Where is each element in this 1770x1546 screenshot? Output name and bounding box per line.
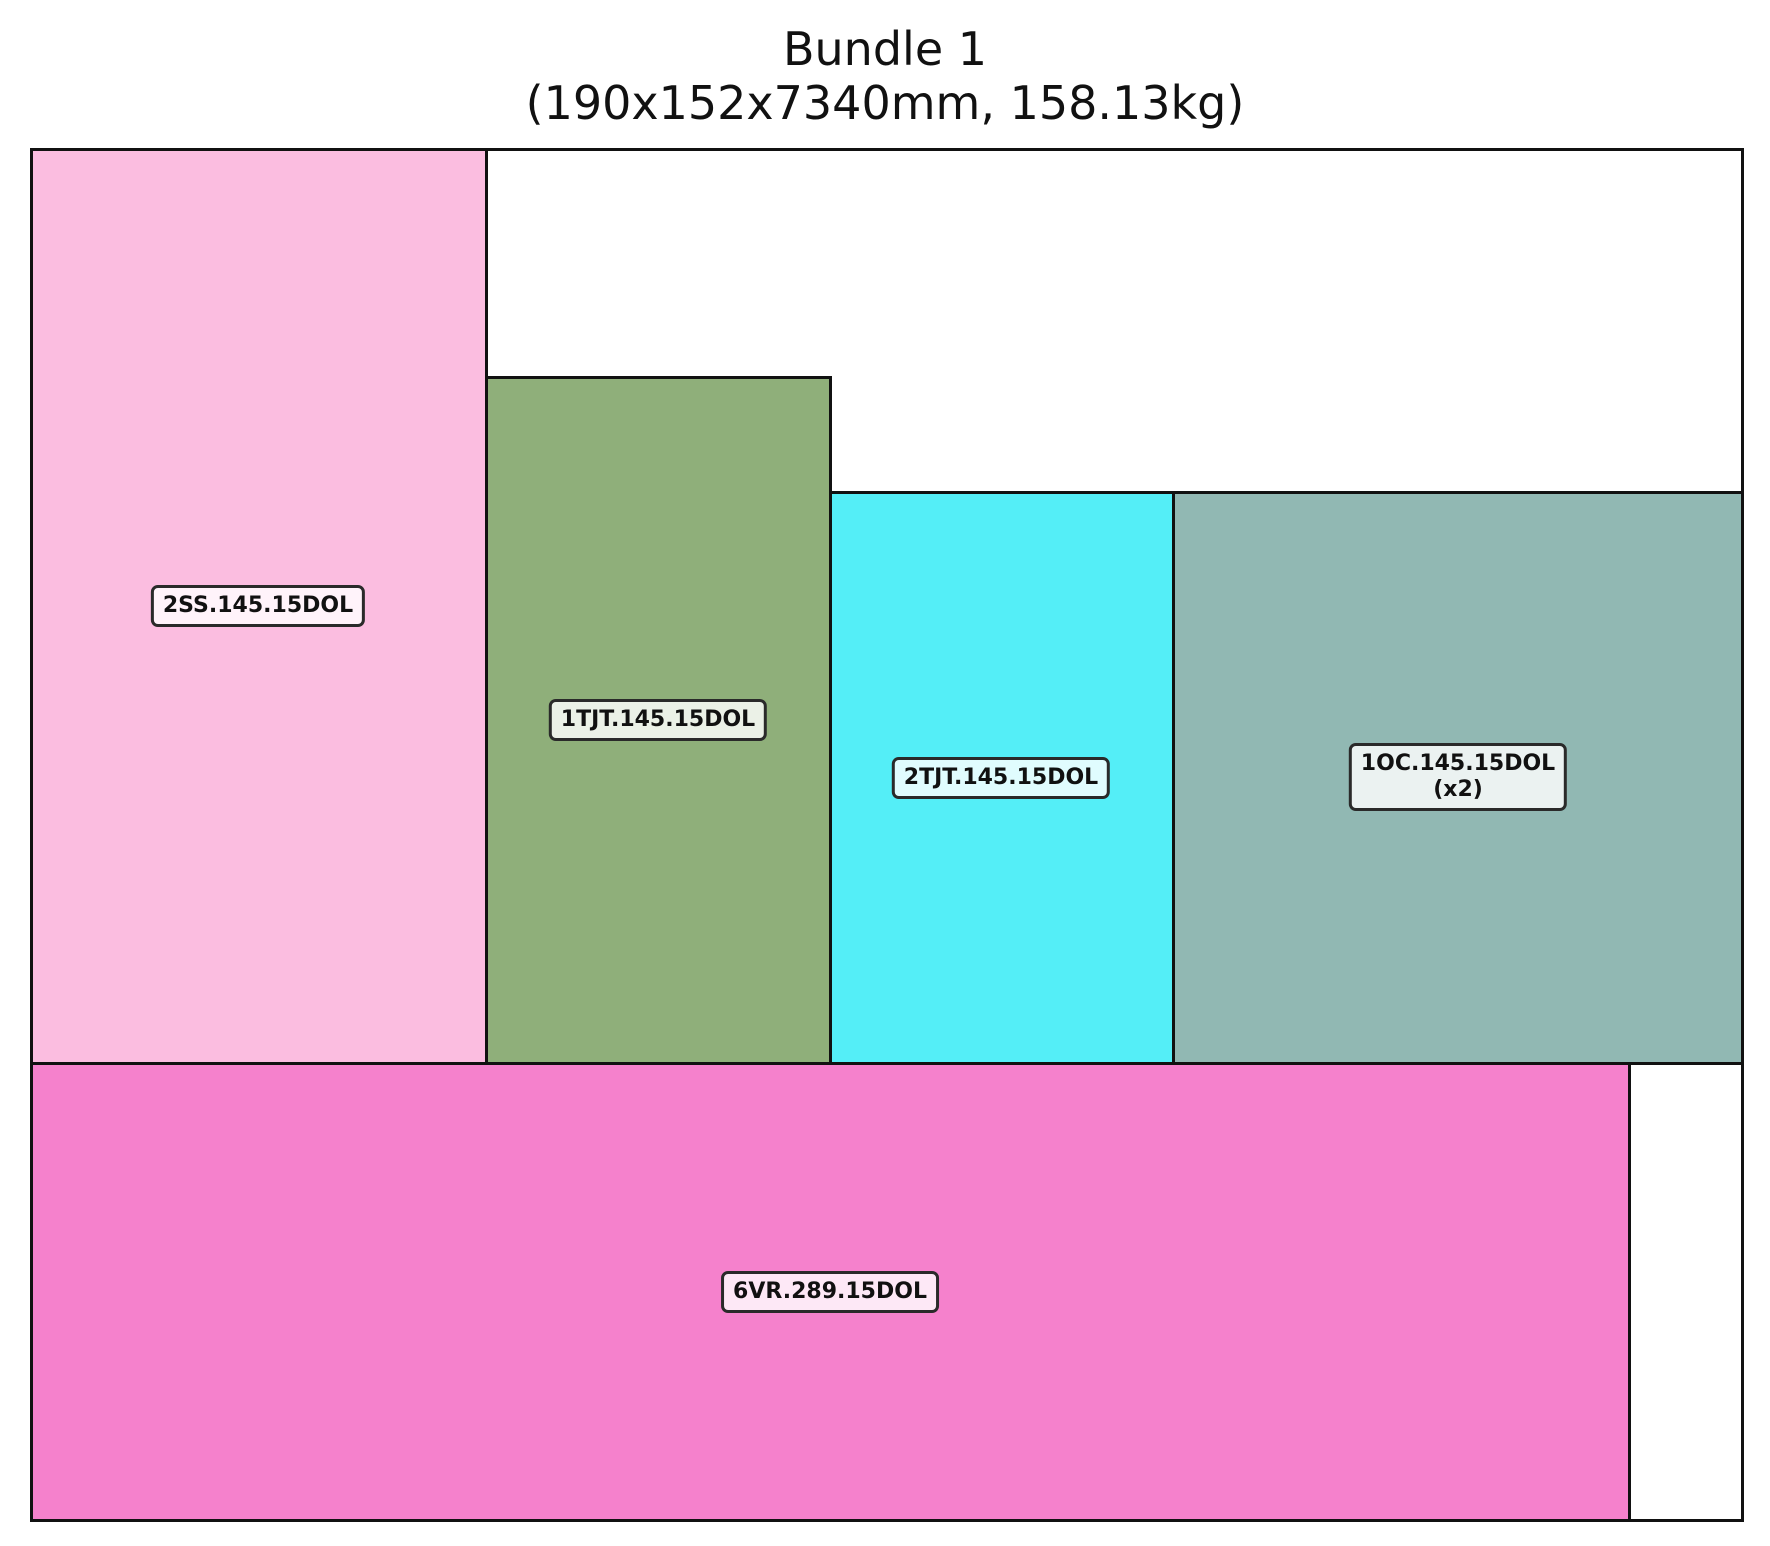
- piece-label-6vr: 6VR.289.15DOL: [721, 1271, 939, 1313]
- piece-name: 2TJT.145.15DOL: [903, 765, 1099, 790]
- title-line-bundle: Bundle 1: [782, 22, 988, 76]
- diagram-title: Bundle 1 (190x152x7340mm, 158.13kg): [0, 22, 1770, 130]
- piece-label-1tjt: 1TJT.145.15DOL: [548, 699, 768, 741]
- piece-label-1oc: 1OC.145.15DOL (x2): [1348, 743, 1568, 811]
- piece-name: 1TJT.145.15DOL: [560, 707, 756, 732]
- piece-name: 6VR.289.15DOL: [733, 1279, 927, 1304]
- piece-label-2tjt: 2TJT.145.15DOL: [891, 757, 1111, 799]
- piece-label-2ss: 2SS.145.15DOL: [150, 585, 366, 627]
- title-line-dimensions: (190x152x7340mm, 158.13kg): [525, 76, 1245, 130]
- piece-quantity: (x2): [1433, 777, 1483, 802]
- piece-name: 2SS.145.15DOL: [162, 593, 354, 618]
- piece-name: 1OC.145.15DOL: [1360, 751, 1556, 776]
